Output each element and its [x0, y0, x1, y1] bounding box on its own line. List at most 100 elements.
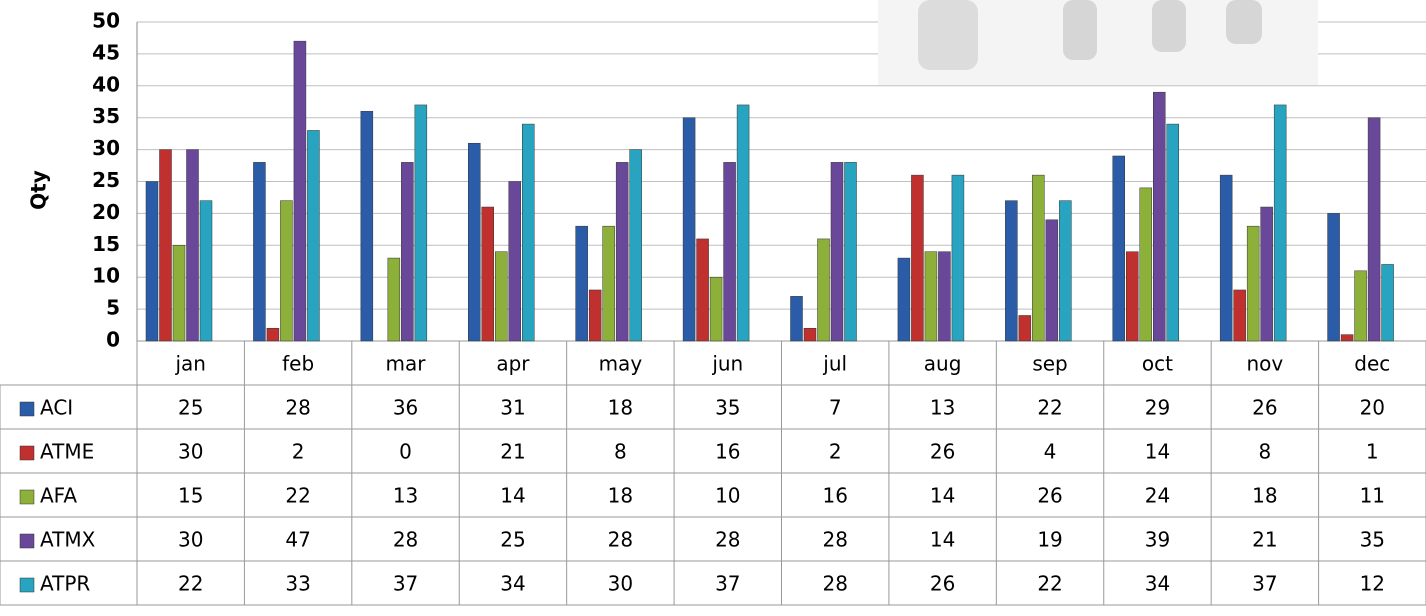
bar [415, 105, 427, 341]
bar [898, 258, 910, 341]
bar [603, 226, 615, 341]
bar [173, 245, 185, 341]
table-value: 26 [1252, 396, 1277, 420]
x-tick-label: dec [1354, 352, 1390, 376]
x-tick-label: jan [174, 352, 206, 376]
bar [401, 162, 413, 341]
table-value: 31 [500, 396, 525, 420]
legend-label: ACI [40, 396, 73, 420]
legend-label: ATPR [40, 572, 90, 596]
table-value: 18 [608, 484, 633, 508]
table-value: 34 [500, 572, 525, 596]
table-value: 15 [178, 484, 203, 508]
bar [200, 201, 212, 341]
x-tick-label: may [599, 352, 643, 376]
bar [482, 207, 494, 341]
bar [280, 201, 292, 341]
table-value: 14 [1145, 440, 1170, 464]
bar [1220, 175, 1232, 341]
y-tick-label: 25 [92, 168, 120, 192]
bar [509, 182, 521, 342]
x-tick-label: feb [282, 352, 314, 376]
table-value: 4 [1044, 440, 1057, 464]
bar [160, 150, 172, 341]
x-tick-label: sep [1032, 352, 1067, 376]
table-value: 1 [1366, 440, 1379, 464]
table-value: 30 [608, 572, 633, 596]
bar [724, 162, 736, 341]
figure [918, 0, 978, 70]
legend-key [20, 578, 34, 592]
table-value: 30 [178, 528, 203, 552]
table-value: 20 [1360, 396, 1385, 420]
table-value: 47 [285, 528, 310, 552]
bar [845, 162, 857, 341]
bar [1368, 118, 1380, 341]
table-value: 25 [178, 396, 203, 420]
table-value: 34 [1145, 572, 1170, 596]
bar [267, 328, 279, 341]
table-value: 14 [930, 484, 955, 508]
table-value: 28 [822, 572, 847, 596]
x-tick-label: oct [1142, 352, 1173, 376]
x-tick-label: aug [924, 352, 962, 376]
table-value: 37 [1252, 572, 1277, 596]
bar [1005, 201, 1017, 341]
table-value: 28 [285, 396, 310, 420]
bar [1234, 290, 1246, 341]
y-tick-label: 40 [92, 72, 120, 96]
chart: Qty 05101520253035404550janfebmaraprmayj… [0, 0, 1426, 616]
table-value: 35 [715, 396, 740, 420]
x-tick-label: mar [386, 352, 427, 376]
bar [495, 252, 507, 341]
table-value: 10 [715, 484, 740, 508]
table-value: 35 [1360, 528, 1385, 552]
legend-label: ATMX [40, 528, 96, 552]
bar [589, 290, 601, 341]
y-tick-label: 30 [92, 136, 120, 160]
bar [1153, 92, 1165, 341]
table-value: 26 [1037, 484, 1062, 508]
bar [1247, 226, 1259, 341]
bar [1019, 315, 1031, 341]
table-value: 30 [178, 440, 203, 464]
table-value: 28 [393, 528, 418, 552]
bar [146, 182, 158, 342]
bar [187, 150, 199, 341]
bar [361, 111, 373, 341]
table-value: 13 [393, 484, 418, 508]
bar [307, 130, 319, 341]
legend-key [20, 402, 34, 416]
legend-label: ATME [40, 440, 94, 464]
x-tick-label: apr [496, 352, 530, 376]
bar [1274, 105, 1286, 341]
table-value: 8 [614, 440, 627, 464]
figure [1063, 0, 1097, 60]
bar [938, 252, 950, 341]
table-value: 18 [608, 396, 633, 420]
legend-key [20, 446, 34, 460]
table-value: 13 [930, 396, 955, 420]
y-tick-label: 45 [92, 40, 120, 64]
figure [1152, 0, 1186, 52]
table-value: 21 [1252, 528, 1277, 552]
table-value: 2 [292, 440, 305, 464]
bar [1341, 335, 1353, 341]
y-axis-label: Qty [27, 170, 51, 210]
table-value: 28 [715, 528, 740, 552]
bar [1032, 175, 1044, 341]
bar [804, 328, 816, 341]
figure [1226, 0, 1262, 44]
bar [1382, 264, 1394, 341]
table-value: 16 [715, 440, 740, 464]
bar [1140, 188, 1152, 341]
table-value: 26 [930, 572, 955, 596]
table-value: 26 [930, 440, 955, 464]
table-value: 37 [393, 572, 418, 596]
bar [1059, 201, 1071, 341]
table-value: 2 [829, 440, 842, 464]
bar [1126, 252, 1138, 341]
table-value: 22 [285, 484, 310, 508]
bar [1355, 271, 1367, 341]
y-tick-label: 15 [92, 232, 120, 256]
